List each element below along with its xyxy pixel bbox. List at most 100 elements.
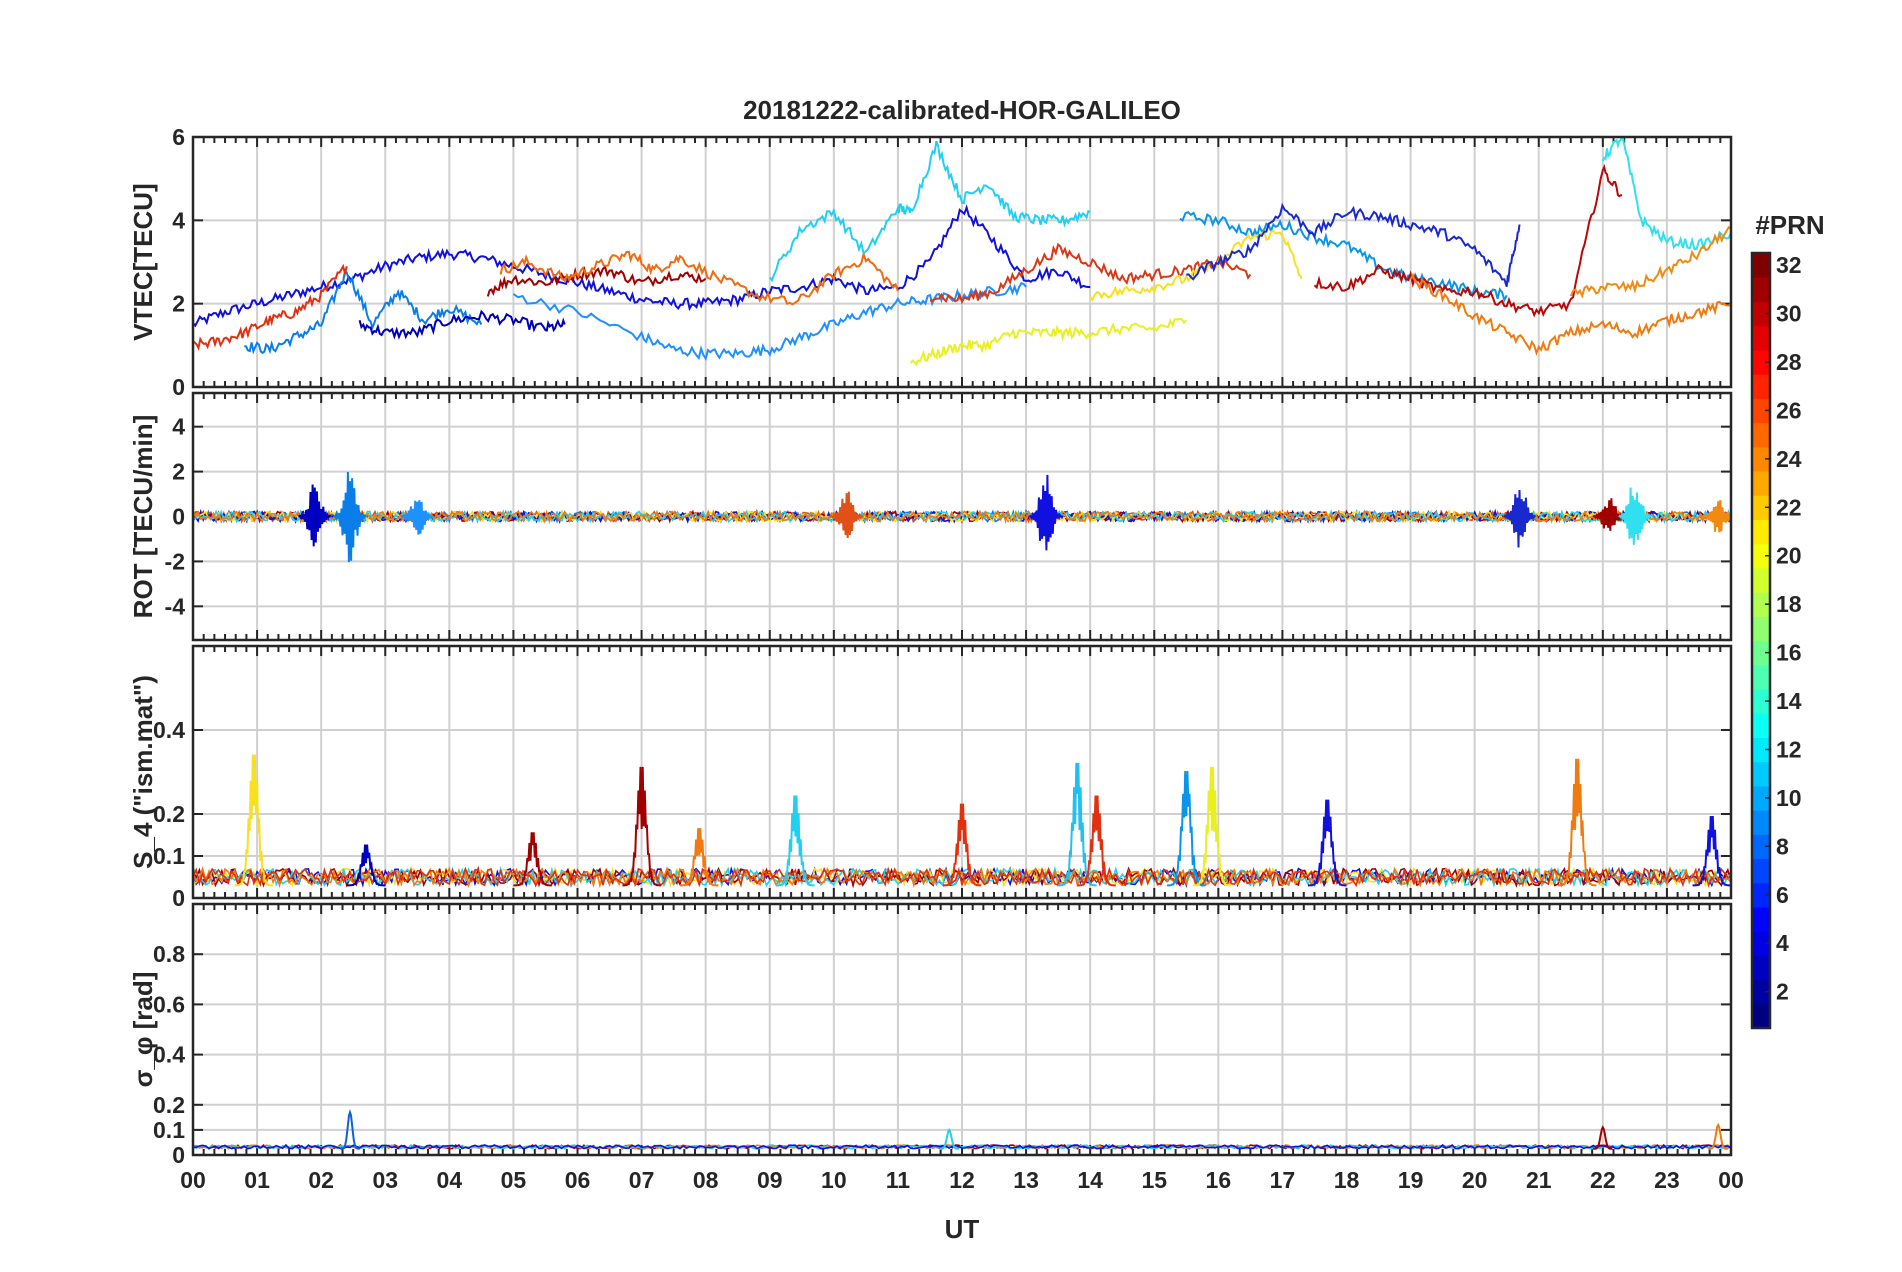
colorbar-segment (1752, 834, 1770, 860)
y-tick-label: 0.4 (153, 717, 185, 743)
x-tick-label: 07 (629, 1167, 655, 1193)
colorbar-tick-label: 6 (1776, 882, 1789, 908)
colorbar-label: #PRN (1755, 210, 1824, 240)
x-tick-label: 21 (1526, 1167, 1552, 1193)
data-lines (193, 754, 1731, 889)
x-tick-label: 22 (1590, 1167, 1616, 1193)
sigma-feature (1708, 1122, 1728, 1150)
series-line-prn-9 (244, 268, 483, 355)
colorbar-tick-label: 32 (1776, 252, 1802, 278)
s4-peak (346, 844, 386, 887)
y-tick-label: 2 (172, 459, 185, 485)
y-tick-label: 4 (172, 207, 185, 233)
colorbar-segment (1752, 422, 1770, 448)
colorbar-segment (1752, 713, 1770, 738)
colorbar-segment (1752, 979, 1770, 1005)
x-tick-label: 02 (308, 1167, 334, 1193)
data-lines (193, 471, 1731, 563)
series-line-prn-27 (193, 263, 348, 351)
y-tick-label: 0.1 (153, 1117, 185, 1143)
series-line-prn-10 (1179, 211, 1508, 303)
y-tick-label: 0.2 (153, 801, 185, 827)
sigma-feature (939, 1127, 959, 1150)
y-axis-label: S_4 ("ism.mat") (128, 675, 158, 869)
colorbar-segment (1752, 253, 1770, 278)
colorbar-segment (1752, 906, 1770, 932)
y-tick-label: 0 (172, 504, 185, 530)
series-line-prn-12 (769, 140, 1091, 283)
colorbar-tick-label: 28 (1776, 349, 1802, 375)
s4-peak (680, 828, 719, 887)
axes-frame (191, 902, 1733, 1157)
y-tick-label: 6 (172, 124, 185, 150)
colorbar-tick-label: 10 (1776, 785, 1802, 811)
x-tick-label: 04 (437, 1167, 463, 1193)
colorbar-segment (1752, 882, 1770, 908)
series-line-prn-24 (499, 250, 899, 306)
series-line-prn-30 (1313, 164, 1623, 318)
axes-frame (191, 391, 1733, 642)
rot-burst (1701, 500, 1731, 533)
colorbar-tick-label: 8 (1776, 833, 1789, 859)
colorbar-segment (1752, 519, 1770, 545)
s4-peak (1558, 758, 1597, 887)
series-line-prn-8 (512, 281, 1027, 362)
y-axis-label: VTEC[TECU] (128, 183, 158, 340)
s4-peak (622, 766, 661, 887)
x-tick-label: 00 (180, 1167, 206, 1193)
s4-peak (1058, 762, 1097, 887)
colorbar-segment (1752, 931, 1770, 956)
rot-burst (830, 491, 864, 539)
colorbar-tick-label: 12 (1776, 736, 1802, 762)
colorbar-tick-label: 24 (1776, 446, 1802, 472)
x-tick-label: 18 (1334, 1167, 1360, 1193)
x-tick-label: 12 (949, 1167, 975, 1193)
colorbar-segment (1752, 325, 1770, 351)
x-tick-label: 16 (1206, 1167, 1232, 1193)
series-line-prn-23 (1569, 225, 1731, 299)
colorbar-segment (1752, 688, 1770, 714)
x-tick-label: 08 (693, 1167, 719, 1193)
rot-burst (1502, 489, 1537, 548)
colorbar-segment (1752, 349, 1770, 375)
rot-burst (1592, 498, 1626, 531)
x-tick-label: 11 (886, 1167, 911, 1193)
colorbar-segment (1752, 664, 1770, 690)
y-axis-label: σ_φ [rad] (128, 972, 158, 1088)
y-tick-label: 0.2 (153, 1092, 185, 1118)
x-tick-label: 10 (821, 1167, 847, 1193)
x-tick-label: 23 (1654, 1167, 1680, 1193)
colorbar-segment (1752, 277, 1770, 303)
y-tick-label: 0.6 (153, 991, 185, 1017)
s4-peak (776, 795, 815, 887)
x-axis-label: UT (945, 1214, 980, 1244)
x-tick-label: 03 (372, 1167, 398, 1193)
data-lines (193, 1108, 1731, 1150)
s4-panel: 0 0.1 0.2 0.4S_4 ("ism.mat") (128, 644, 1733, 911)
s4-peak (1192, 766, 1232, 887)
colorbar-segment (1752, 592, 1770, 617)
vtec-panel: 0 2 4 6 VTEC[TECU] (128, 124, 1733, 400)
colorbar-segment (1752, 470, 1770, 496)
y-tick-label: -2 (165, 548, 185, 574)
s4-noise-line (193, 865, 1731, 889)
colorbar-tick-label: 2 (1776, 979, 1789, 1005)
x-tick-label: 00 (1718, 1167, 1744, 1193)
y-tick-label: 0 (172, 374, 185, 400)
rot-burst (1618, 487, 1652, 545)
colorbar-segment (1752, 810, 1770, 835)
s4-noise-line (193, 866, 1731, 888)
s4-peak (513, 832, 552, 887)
y-tick-label: 4 (172, 414, 185, 440)
sigma-feature (1593, 1125, 1613, 1150)
colorbar-segment (1752, 858, 1770, 884)
y-tick-label: 2 (172, 291, 185, 317)
series-line-prn-3 (358, 309, 566, 340)
y-tick-label: 0.1 (153, 843, 185, 869)
axes-frame (191, 644, 1733, 900)
axes-frame (191, 135, 1733, 389)
series-line-prn-26 (929, 242, 1252, 305)
